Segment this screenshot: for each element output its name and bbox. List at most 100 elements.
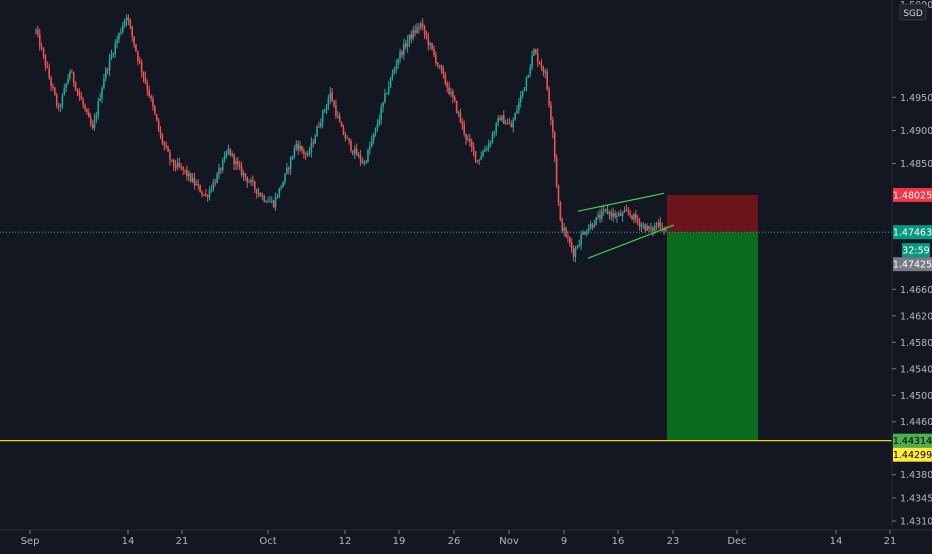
target-price-tag[interactable] [893,433,932,448]
horizontal-line-price-tag-label: 1.44299 [893,450,932,461]
candle-body [650,227,652,229]
time-tick-label: 26 [448,536,461,547]
candle-body [502,115,505,125]
candle-body [248,181,250,183]
candle-body [161,135,164,143]
candle-body [278,187,281,197]
candle-body [412,30,415,39]
candle-body [67,78,69,84]
candle-body [37,29,39,34]
candle-body [204,194,207,196]
candle-body [289,157,292,170]
price-tick-label: 1.44600 [900,417,932,428]
candle-body [346,138,349,140]
entry-price-tag[interactable] [893,225,932,240]
horizontal-line-price-tag[interactable] [893,447,932,462]
candle-body [335,105,337,116]
candle-body [44,55,47,67]
candle-body [370,140,373,147]
candle-body [529,67,531,75]
price-tick-label: 1.43100 [900,517,932,528]
candle-body [74,82,77,90]
candle-body [465,133,467,140]
candle-body [35,29,37,32]
stop-loss-zone[interactable] [667,194,758,233]
candle-body [655,225,658,227]
candle-body [635,214,637,220]
candle-body [223,155,226,161]
candle-body [512,120,515,128]
candle-body [374,128,377,134]
candle-body [57,105,60,107]
candle-body [504,123,507,125]
candle-body [336,115,339,117]
candle-body [555,157,558,186]
candle-body [561,220,564,231]
candle-body [61,94,64,107]
candle-body [616,215,618,218]
candle-body [397,58,399,66]
currency-badge[interactable] [899,3,927,21]
take-profit-zone[interactable] [667,232,758,441]
candle-body [184,169,186,171]
price-axis[interactable]: 1.500001.495001.490001.485001.466001.462… [891,0,932,530]
candle-body [40,46,43,49]
candle-body [384,93,386,103]
candle-body [602,209,605,211]
candle-body [576,246,579,249]
time-axis[interactable]: Sep 14 21 Oct 12 19 26 Nov 9 16 23 Dec 14 21 [0,529,932,550]
candle-body [487,143,490,149]
candle-body [50,77,52,86]
candle-body [416,27,418,33]
candle-body [155,114,158,121]
candle-body [391,73,394,79]
candle-body [523,87,526,91]
candle-body [436,63,439,66]
candle-body [438,65,441,67]
candle-body [82,99,84,106]
stop-loss-price-tag[interactable] [893,187,932,202]
candle-body [484,150,486,152]
candle-body [493,132,496,135]
time-tick-label: 16 [612,536,625,547]
candle-body [401,51,403,55]
candle-body [467,139,469,141]
candle-body [453,97,456,101]
price-tick-label: 1.49000 [900,126,932,137]
candle-body [665,229,667,231]
wedge-upper-trendline[interactable] [577,192,665,212]
candle-body [536,52,539,62]
current-price-tag[interactable] [893,257,932,272]
candle-body [108,58,111,71]
wedge-lower-trendline[interactable] [587,224,675,259]
countdown-price-tag-label: 32:59 [902,246,929,257]
countdown-price-tag[interactable] [902,243,930,258]
candle-body [303,150,305,154]
candle-body [220,168,222,171]
candle-body [59,106,62,108]
candle-body [410,34,413,39]
candle-body [387,86,390,94]
candle-body [546,71,548,90]
candle-body [291,156,294,158]
candle-body [116,39,118,44]
candle-body [516,110,518,114]
candle-body [267,201,269,203]
candle-body [235,161,237,165]
candle-body [344,134,347,139]
candle-body [553,132,556,158]
candle-body [72,72,75,83]
candle-body [104,69,107,79]
candle-body [406,41,409,47]
candle-body [408,34,411,42]
candle-body [274,197,277,208]
candle-body [452,92,454,98]
candle-body [282,181,284,188]
candle-body [301,146,303,151]
candle-body [403,43,405,55]
candle-body [544,71,547,73]
candle-body [144,77,147,84]
